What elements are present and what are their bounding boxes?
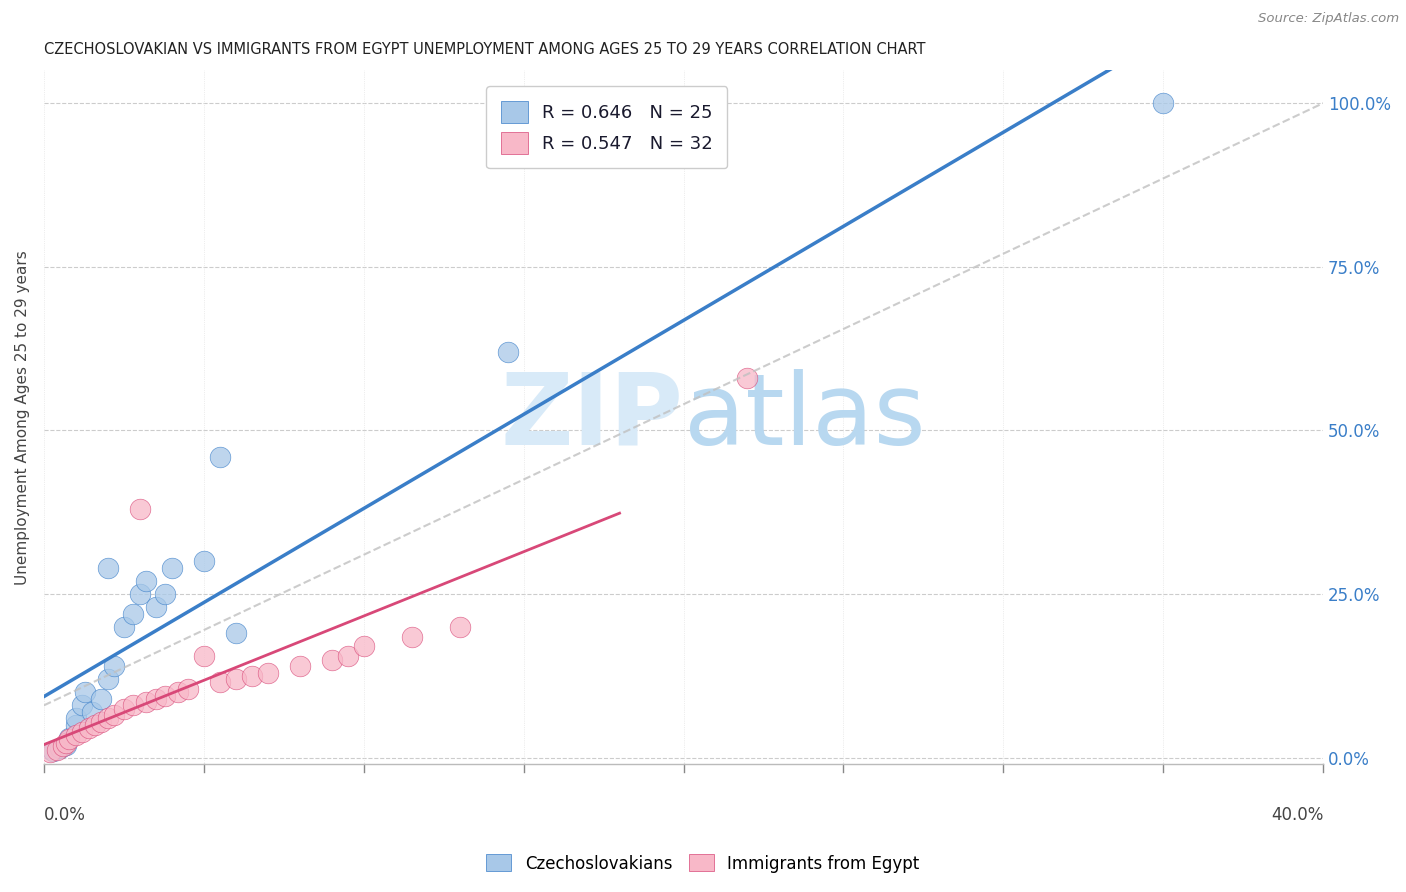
Point <box>72 698 94 713</box>
Point <box>321 652 343 666</box>
Point <box>449 620 471 634</box>
Point <box>39 746 62 760</box>
Point <box>122 607 145 621</box>
Point <box>72 724 94 739</box>
Point <box>112 620 135 634</box>
Point <box>193 649 215 664</box>
Point <box>77 721 100 735</box>
Point <box>167 685 190 699</box>
Point <box>103 659 125 673</box>
Point <box>155 689 177 703</box>
Point <box>42 744 65 758</box>
Point <box>49 740 72 755</box>
Legend: Czechoslovakians, Immigrants from Egypt: Czechoslovakians, Immigrants from Egypt <box>479 847 927 880</box>
Point <box>336 649 359 664</box>
Point <box>1152 96 1174 111</box>
Point <box>155 587 177 601</box>
Point <box>97 561 120 575</box>
Text: CZECHOSLOVAKIAN VS IMMIGRANTS FROM EGYPT UNEMPLOYMENT AMONG AGES 25 TO 29 YEARS : CZECHOSLOVAKIAN VS IMMIGRANTS FROM EGYPT… <box>44 42 925 57</box>
Point <box>112 701 135 715</box>
Point <box>55 736 77 750</box>
Point <box>90 714 112 729</box>
Point <box>103 708 125 723</box>
Point <box>97 711 120 725</box>
Point <box>145 600 167 615</box>
Point <box>80 705 103 719</box>
Point <box>225 672 247 686</box>
Point <box>84 718 107 732</box>
Point <box>288 659 311 673</box>
Point <box>58 732 80 747</box>
Point <box>75 685 97 699</box>
Point <box>401 630 423 644</box>
Text: 0.0%: 0.0% <box>44 805 86 824</box>
Point <box>496 344 519 359</box>
Point <box>256 665 278 680</box>
Point <box>128 587 150 601</box>
Point <box>208 450 231 464</box>
Point <box>55 738 77 752</box>
Point <box>65 718 87 732</box>
Point <box>160 561 183 575</box>
Point <box>97 672 120 686</box>
Text: 40.0%: 40.0% <box>1271 805 1323 824</box>
Point <box>122 698 145 713</box>
Point <box>145 691 167 706</box>
Point <box>45 743 67 757</box>
Point <box>65 728 87 742</box>
Point <box>177 681 200 696</box>
Point <box>90 691 112 706</box>
Point <box>225 626 247 640</box>
Legend: R = 0.646   N = 25, R = 0.547   N = 32: R = 0.646 N = 25, R = 0.547 N = 32 <box>486 87 727 169</box>
Point <box>737 371 759 385</box>
Point <box>208 675 231 690</box>
Point <box>128 502 150 516</box>
Point <box>135 574 157 588</box>
Y-axis label: Unemployment Among Ages 25 to 29 years: Unemployment Among Ages 25 to 29 years <box>15 250 30 585</box>
Text: ZIP: ZIP <box>501 369 683 466</box>
Point <box>193 554 215 568</box>
Point <box>353 640 375 654</box>
Text: Source: ZipAtlas.com: Source: ZipAtlas.com <box>1258 12 1399 25</box>
Point <box>135 695 157 709</box>
Point <box>65 711 87 725</box>
Point <box>52 739 75 753</box>
Point <box>240 669 263 683</box>
Text: atlas: atlas <box>683 369 925 466</box>
Point <box>58 731 80 745</box>
